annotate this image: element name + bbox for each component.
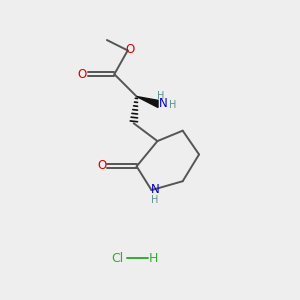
Text: O: O	[125, 43, 134, 56]
Text: O: O	[78, 68, 87, 81]
Text: H: H	[169, 100, 176, 110]
Text: O: O	[97, 159, 106, 172]
Text: H: H	[148, 252, 158, 265]
Text: H: H	[157, 91, 165, 100]
Text: N: N	[159, 98, 168, 110]
Text: Cl: Cl	[111, 252, 123, 265]
Polygon shape	[136, 97, 158, 107]
Text: H: H	[152, 195, 159, 205]
Text: N: N	[151, 183, 159, 196]
